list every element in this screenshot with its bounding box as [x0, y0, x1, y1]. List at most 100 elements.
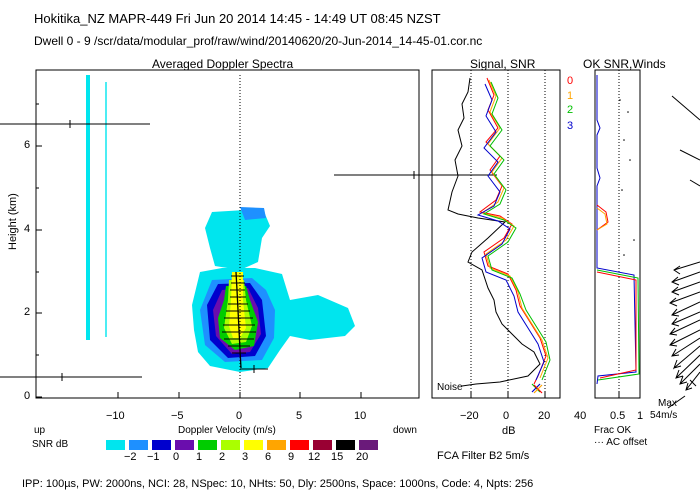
- spectra-frame: [35, 69, 420, 399]
- colorbar-swatch: [290, 440, 309, 450]
- wind-barb: [669, 319, 700, 336]
- colorbar-swatch: [313, 440, 332, 450]
- colorbar-swatch: [221, 440, 240, 450]
- wind-barbs: [667, 95, 700, 409]
- colorbar-swatch: [198, 440, 217, 450]
- noise-markers: [531, 383, 543, 394]
- wind-barb: [689, 379, 697, 387]
- ac-offset-label: ··· AC offset: [594, 437, 648, 448]
- file-path-line: Dwell 0 - 9 /scr/data/modular_prof/raw/w…: [34, 34, 483, 48]
- colorbar-swatch: [152, 440, 171, 450]
- db-axis-label: dB: [502, 425, 516, 437]
- height-tick-label: 2: [24, 306, 31, 318]
- colorbar-level: 2: [219, 451, 226, 463]
- up-label: up: [34, 425, 46, 436]
- wind-barb: [685, 371, 700, 391]
- wind-barb: [671, 337, 700, 357]
- signal-panel-title: Signal, SNR: [470, 57, 536, 71]
- frac-tick-label: 1: [637, 410, 644, 422]
- fca-filter-label: FCA Filter B2 5m/s: [437, 450, 530, 462]
- height-tick-label: 6: [24, 139, 31, 151]
- signal-plot: [431, 69, 561, 399]
- max-wind-value: 54m/s: [650, 410, 678, 421]
- wind-barb: [689, 179, 700, 187]
- wind-barb: [672, 345, 700, 370]
- db-tick-label: 40: [574, 410, 587, 422]
- colorbar-swatch: [336, 440, 355, 450]
- frac-ok-label: Frac OK: [594, 425, 632, 436]
- colorbar-level: −1: [147, 451, 160, 463]
- snr-trace-2: [482, 81, 551, 381]
- wind-barb: [669, 329, 700, 347]
- spectra-plot: [0, 69, 420, 399]
- title-line: Hokitika_NZ MAPR-449 Fri Jun 20 2014 14:…: [34, 11, 441, 26]
- velocity-axis-label: Doppler Velocity (m/s): [178, 425, 276, 436]
- db-tick-label: 0: [503, 410, 510, 422]
- spectra-mean-line: [235, 271, 242, 369]
- frac-ok-trace-3: [596, 75, 637, 385]
- signal-frame: [431, 69, 561, 399]
- wind-barb: [671, 301, 700, 317]
- channel-3-label: 3: [567, 120, 574, 132]
- colorbar-swatch: [175, 440, 194, 450]
- frac-ticks: [618, 392, 641, 398]
- colorbar-swatch: [267, 440, 286, 450]
- wind-barb: [671, 281, 700, 296]
- colorbar-level: 3: [242, 451, 249, 463]
- velocity-tick-label: 10: [354, 410, 367, 422]
- wind-barb: [679, 149, 700, 161]
- colorbar-swatch: [129, 440, 148, 450]
- snr-trace-3: [476, 83, 545, 381]
- colorbar-swatch: [244, 440, 263, 450]
- velocity-tick-label: −5: [171, 410, 184, 422]
- channel-0-label: 0: [567, 75, 574, 87]
- colorbar-swatch: [359, 440, 378, 450]
- colorbar-level: 20: [356, 451, 369, 463]
- wind-scale-arrow: [667, 395, 686, 409]
- height-ticks: [36, 103, 42, 398]
- colorbar-level: 1: [196, 451, 203, 463]
- colorbar-level: 9: [288, 451, 295, 463]
- colorbar-level: 0: [173, 451, 180, 463]
- frac-ok-trace-0: [596, 204, 609, 231]
- height-tick-label: 0: [24, 390, 31, 402]
- colorbar-level: −2: [124, 451, 137, 463]
- wind-barb: [671, 95, 700, 121]
- snr-trace-1: [480, 79, 549, 379]
- velocity-ticks: [117, 392, 362, 398]
- ok-plot: [594, 69, 641, 399]
- spectra-contour: [205, 210, 270, 270]
- ok-frame: [594, 69, 641, 399]
- spectra-contour: [240, 207, 266, 220]
- velocity-tick-label: 5: [296, 410, 303, 422]
- colorbar: [106, 428, 386, 462]
- colorbar-level: 15: [331, 451, 344, 463]
- velocity-tick-label: 0: [236, 410, 243, 422]
- wind-barb: [669, 291, 700, 307]
- colorbar-swatch: [106, 440, 125, 450]
- spectra-panel-title: Averaged Doppler Spectra: [152, 57, 294, 71]
- frac-ok-trace-0: [596, 271, 637, 379]
- height-tick-label: 4: [24, 223, 31, 235]
- db-ticks: [470, 392, 546, 398]
- wind-barb: [671, 271, 700, 286]
- wind-barb: [673, 261, 700, 275]
- velocity-tick-label: −10: [106, 410, 125, 422]
- db-tick-label: −20: [460, 410, 479, 422]
- frac-ok-trace-1: [596, 207, 608, 231]
- colorbar-level: 12: [308, 451, 321, 463]
- snr-trace-0: [478, 77, 547, 385]
- ok-panel-title: OK SNR,Winds: [583, 57, 666, 71]
- noise-streak: [105, 82, 107, 337]
- db-tick-label: 20: [538, 410, 551, 422]
- ac-offset-dots: [619, 99, 635, 256]
- channel-1-label: 1: [567, 90, 574, 102]
- frac-tick-label: 0.5: [610, 410, 626, 422]
- colorbar-label: SNR dB: [32, 439, 69, 450]
- max-label: Max: [658, 398, 677, 409]
- height-axis-label: Height (km): [7, 193, 19, 250]
- wind-barb: [675, 354, 700, 379]
- colorbar-level: 6: [265, 451, 272, 463]
- wind-barb: [679, 363, 700, 385]
